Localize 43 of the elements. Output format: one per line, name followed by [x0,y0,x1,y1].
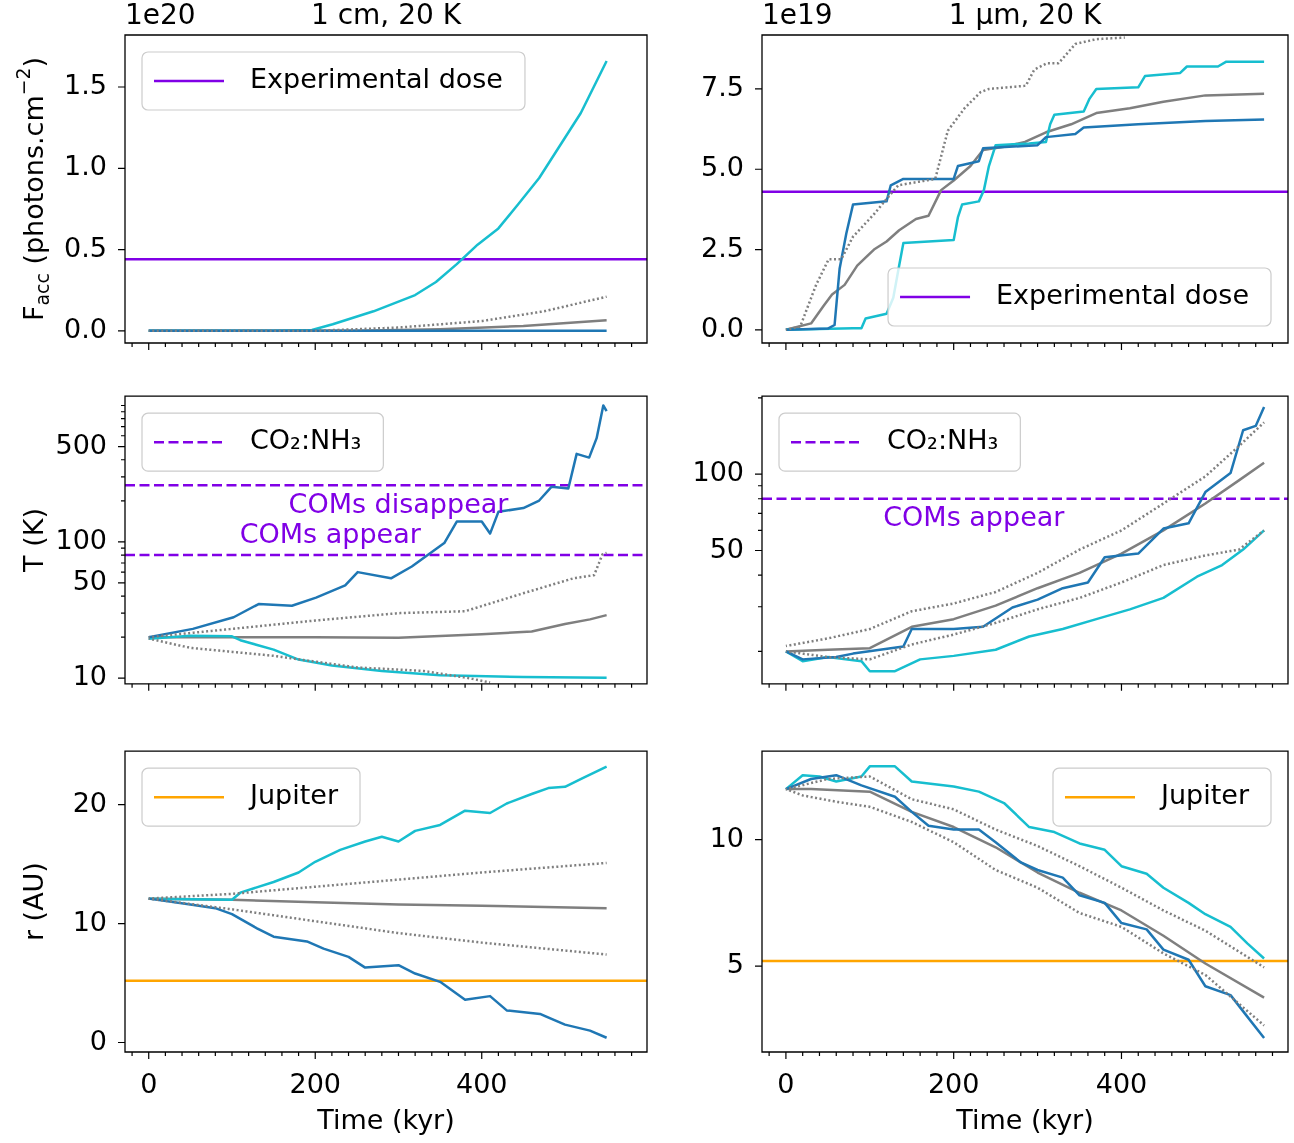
legend-label: Experimental dose [250,63,503,95]
y-tick-label: 0 [89,1024,107,1056]
legend-label: Experimental dose [996,279,1249,311]
x-tick-label: 0 [140,1068,158,1100]
y-tick-label: 500 [55,428,107,460]
x-tick-label: 200 [927,1068,980,1100]
y-tick-label: 1.5 [64,69,107,101]
y-tick-label: 10 [72,905,107,937]
annotation: COMs appear [239,518,422,550]
y-axis-title: Facc (photons.cm−2) [12,56,54,322]
legend-label: CO₂:NH₃ [887,424,999,456]
x-tick-label: 400 [1095,1068,1148,1100]
y-tick-label: 5 [726,948,744,980]
y-tick-label: 0.5 [64,231,107,263]
y-tick-label: 0.0 [64,312,107,344]
y-tick-label: 50 [72,564,107,596]
annotation: COMs appear [883,501,1066,532]
legend-label: Jupiter [248,779,339,811]
legend-label: Jupiter [1158,779,1250,811]
y-tick-label: 0.0 [701,311,744,343]
chart-title: 1 cm, 20 K [310,0,462,32]
x-tick-label: 400 [455,1068,508,1100]
chart-title: 1 μm, 20 K [948,0,1102,32]
y-tick-label: 7.5 [701,70,744,102]
x-axis-title: Time (kyr) [316,1104,455,1136]
annotation: COMs disappear [288,487,510,519]
y-tick-label: 20 [72,786,107,818]
text: 1e19 [762,0,833,32]
y-tick-label: 10 [709,821,744,853]
x-tick-label: 200 [289,1068,342,1100]
y-tick-label: 50 [709,532,744,564]
x-tick-label: 0 [777,1068,795,1100]
y-tick-label: 2.5 [701,231,744,263]
y-axis-title: r (AU) [18,862,50,942]
y-tick-label: 10 [72,660,107,692]
y-axis-title: T (K) [18,508,50,573]
legend-label: CO₂:NH₃ [250,424,362,456]
y-tick-label: 5.0 [701,151,744,183]
y-tick-label: 1.0 [64,150,107,182]
y-tick-label: 100 [55,523,107,555]
x-axis-title: Time (kyr) [955,1104,1094,1136]
text: 1e20 [125,0,196,32]
y-tick-label: 100 [692,456,744,488]
